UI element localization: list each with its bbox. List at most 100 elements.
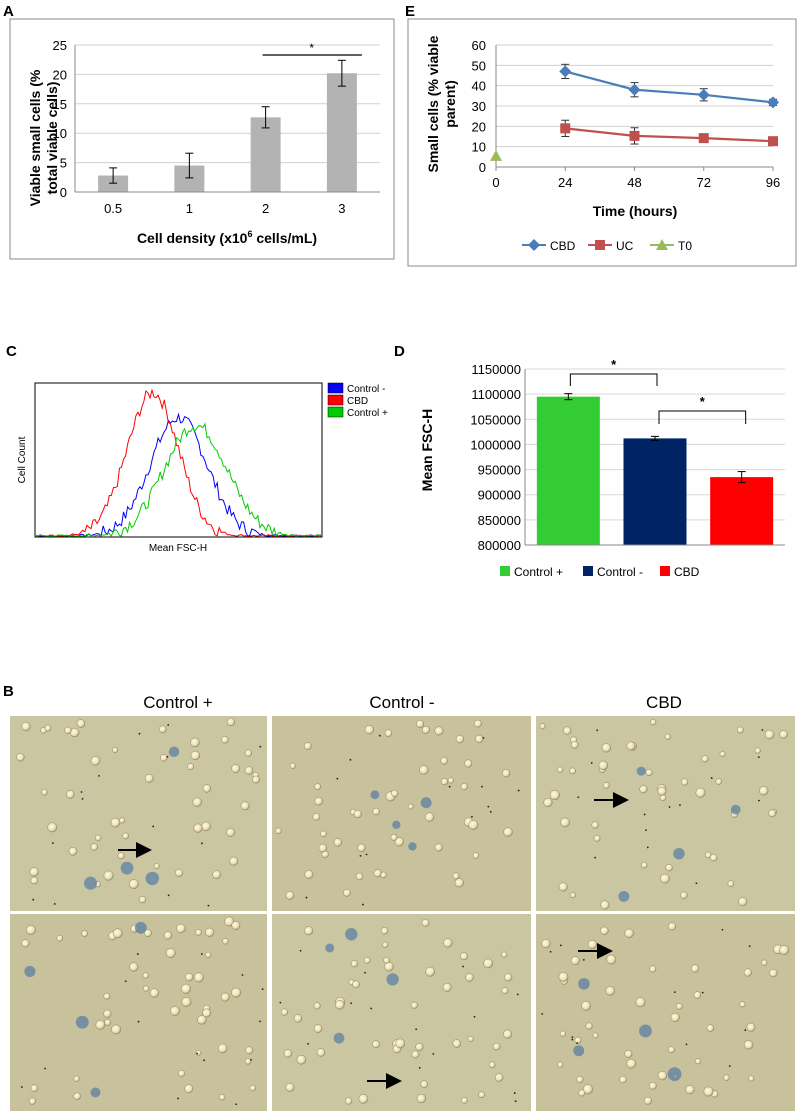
panel-label-e: E xyxy=(405,3,415,20)
micrograph-cell xyxy=(142,972,149,979)
micrograph-debris xyxy=(235,1103,238,1106)
micrograph-debris xyxy=(481,785,483,788)
a-bar xyxy=(250,117,281,192)
micrograph-cell xyxy=(204,927,215,937)
micrograph-cell xyxy=(202,784,212,793)
micrograph-cell xyxy=(455,734,465,744)
micrograph-cell xyxy=(249,1084,256,1092)
micrograph-cell xyxy=(358,1094,369,1104)
micrograph-debris xyxy=(516,993,519,996)
micrograph-cell xyxy=(333,838,342,847)
micro-col-title-2: Control - xyxy=(369,693,434,712)
micrograph-cell xyxy=(231,987,242,998)
micrograph-debris xyxy=(559,944,562,947)
micrograph-cell xyxy=(723,1074,730,1081)
micrograph-cell xyxy=(685,1085,695,1095)
micrograph-cell xyxy=(659,794,667,802)
micrograph-stained-cell xyxy=(730,804,741,815)
micrograph-cell xyxy=(30,1084,39,1092)
micrograph-stained-cell xyxy=(134,921,147,934)
micrograph-cell xyxy=(606,954,617,965)
micrograph-cell xyxy=(420,1080,429,1089)
micrograph-cell xyxy=(557,1061,564,1068)
micrograph-cell xyxy=(492,1042,501,1051)
micrograph-cell xyxy=(440,757,448,765)
micrograph-cell xyxy=(695,787,706,798)
micrograph-background xyxy=(10,914,267,1111)
e-ytick-label: 30 xyxy=(472,99,486,114)
micrograph-debris xyxy=(415,1028,418,1031)
micrograph-cell xyxy=(443,938,453,948)
panel-label-a: A xyxy=(3,3,14,20)
micrograph-debris xyxy=(710,777,713,779)
micrograph-cell xyxy=(296,1054,307,1065)
micrograph-cell xyxy=(641,861,648,869)
micrograph-cell xyxy=(593,834,601,842)
micrograph-cell xyxy=(122,832,129,840)
micrograph-cell xyxy=(657,786,667,796)
e-ylabel-1: Small cells (% viable xyxy=(425,35,441,172)
micrograph-cell xyxy=(293,1014,303,1023)
micrograph-cell xyxy=(598,760,609,771)
micrograph-cell xyxy=(768,809,777,818)
a-xlabel: Cell density (x106 cells/mL) xyxy=(137,229,317,246)
micrograph-stained-cell xyxy=(24,965,36,977)
micrograph-debris xyxy=(124,980,127,983)
micrograph-cell xyxy=(312,813,321,821)
micrograph-cell xyxy=(754,747,761,754)
micrograph-stained-cell xyxy=(75,1015,89,1029)
micrograph-cell xyxy=(407,803,414,810)
micrograph-debris xyxy=(471,815,473,818)
micrograph-cell xyxy=(103,870,114,881)
micrograph-debris xyxy=(98,774,100,777)
d-ytick-label: 1000000 xyxy=(470,437,521,452)
micrograph-cell xyxy=(570,956,580,966)
micrograph-cell xyxy=(364,725,374,735)
micrograph-cell xyxy=(335,1000,345,1010)
d-significance-bracket xyxy=(569,373,658,386)
micrograph-debris xyxy=(673,991,676,994)
micrograph-cell xyxy=(467,1036,474,1043)
micrograph-debris xyxy=(541,1012,544,1015)
micrograph-cell xyxy=(472,852,480,859)
micrograph-cell xyxy=(410,1001,418,1009)
micrograph-cell xyxy=(483,958,494,969)
micrograph-stained-cell xyxy=(90,1087,101,1098)
micrograph-cell xyxy=(41,789,48,796)
micrograph-cell xyxy=(313,1002,321,1010)
micrograph-cell xyxy=(736,726,744,734)
micro-col-title-3: CBD xyxy=(646,693,682,712)
micrograph-debris xyxy=(487,805,490,808)
micrograph-debris xyxy=(517,789,520,792)
micrograph-cell xyxy=(384,729,393,737)
micrograph-cell xyxy=(275,827,282,835)
micrograph-cell xyxy=(160,754,168,762)
micrograph-cell xyxy=(415,1042,424,1051)
micrograph-cell xyxy=(304,869,314,879)
micrograph-cell xyxy=(217,1043,228,1054)
micrograph-debris xyxy=(336,777,339,780)
micrograph-cell xyxy=(76,719,86,728)
micrograph-cell xyxy=(501,987,509,995)
e-line-uc xyxy=(565,127,774,143)
micrograph-cell xyxy=(128,879,139,889)
micrograph-cell xyxy=(563,726,572,735)
micrograph-cell xyxy=(318,843,328,853)
micrograph-cell xyxy=(503,1029,513,1039)
d-ytick-label: 850000 xyxy=(478,513,521,528)
micrograph-cell xyxy=(190,737,200,748)
e-ytick-label: 10 xyxy=(472,140,486,155)
micrograph-cell xyxy=(190,750,201,761)
a-xlabel-sup: 6 xyxy=(247,229,252,239)
micrograph-cell xyxy=(761,959,768,966)
micrograph-cell xyxy=(411,1050,420,1059)
micrograph-cell xyxy=(303,742,312,750)
micrograph-cell xyxy=(701,755,709,763)
micrograph-stained-cell xyxy=(673,848,685,860)
d-ylabel: Mean FSC-H xyxy=(419,409,435,491)
micrograph-cell xyxy=(391,789,399,798)
micrograph-stained-cell xyxy=(573,1045,585,1057)
a-bar xyxy=(326,73,357,192)
micrograph-cell xyxy=(212,870,222,879)
